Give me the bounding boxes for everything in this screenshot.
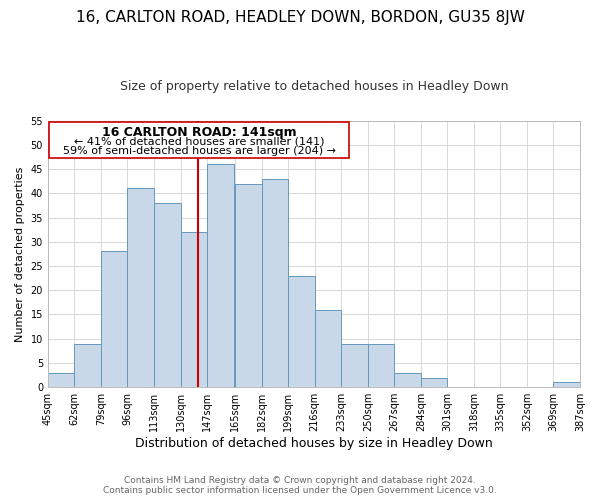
Bar [74, 344, 101, 387]
Text: 59% of semi-detached houses are larger (204) →: 59% of semi-detached houses are larger (… [63, 146, 336, 156]
Bar [235, 184, 262, 387]
Y-axis label: Number of detached properties: Number of detached properties [15, 166, 25, 342]
Bar [154, 203, 181, 387]
Bar [368, 344, 394, 387]
Text: Contains HM Land Registry data © Crown copyright and database right 2024.
Contai: Contains HM Land Registry data © Crown c… [103, 476, 497, 495]
Text: 16 CARLTON ROAD: 141sqm: 16 CARLTON ROAD: 141sqm [102, 126, 296, 140]
Bar [207, 164, 233, 387]
Bar [127, 188, 154, 387]
Bar [101, 252, 127, 387]
Bar [421, 378, 448, 387]
Title: Size of property relative to detached houses in Headley Down: Size of property relative to detached ho… [120, 80, 508, 93]
Text: ← 41% of detached houses are smaller (141): ← 41% of detached houses are smaller (14… [74, 136, 325, 146]
Bar [553, 382, 580, 387]
Bar [262, 178, 288, 387]
Text: 16, CARLTON ROAD, HEADLEY DOWN, BORDON, GU35 8JW: 16, CARLTON ROAD, HEADLEY DOWN, BORDON, … [76, 10, 524, 25]
Bar [341, 344, 368, 387]
Bar [181, 232, 207, 387]
Bar [315, 310, 341, 387]
Bar [288, 276, 315, 387]
X-axis label: Distribution of detached houses by size in Headley Down: Distribution of detached houses by size … [135, 437, 493, 450]
Bar [48, 372, 74, 387]
FancyBboxPatch shape [49, 122, 349, 158]
Bar [394, 372, 421, 387]
